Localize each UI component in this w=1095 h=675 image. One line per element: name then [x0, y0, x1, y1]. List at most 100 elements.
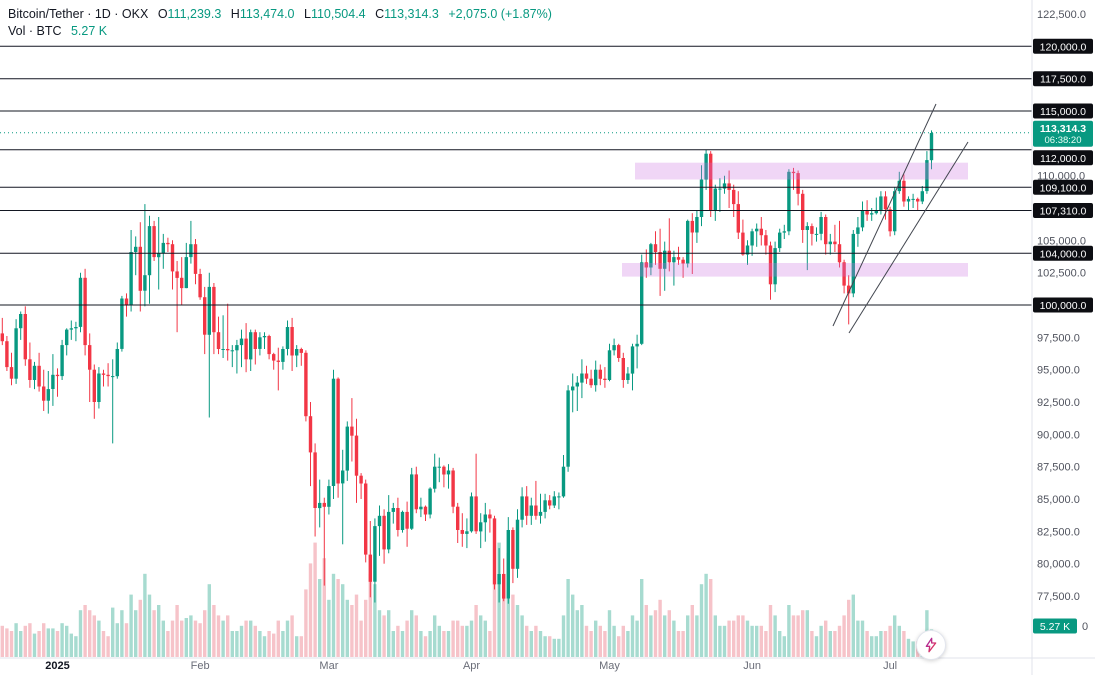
- volume-bar: [796, 615, 800, 657]
- candle-body: [741, 232, 745, 255]
- current-price-badge: [1033, 120, 1093, 147]
- volume-bar: [515, 605, 520, 657]
- candle-body: [874, 210, 878, 214]
- candle-body: [83, 277, 87, 346]
- candle-body: [166, 242, 170, 245]
- price-axis-label: 85,000.0: [1037, 494, 1080, 506]
- candle-body: [488, 514, 492, 519]
- volume-bar: [400, 631, 405, 657]
- volume-bar: [474, 605, 478, 657]
- candle-body: [212, 286, 216, 333]
- volume-bar: [713, 615, 717, 657]
- volume-bar: [221, 620, 225, 657]
- volume-bar: [543, 636, 547, 657]
- volume-bar: [764, 631, 768, 657]
- volume-bar: [814, 636, 819, 657]
- volume-bar: [5, 628, 9, 657]
- volume-bar: [589, 631, 593, 657]
- candle-body: [695, 217, 699, 233]
- candle-body: [111, 376, 115, 378]
- symbol-title[interactable]: Bitcoin/Tether · 1D · OKX: [8, 7, 149, 21]
- candles-layer: [0, 130, 934, 604]
- candle-body: [410, 474, 414, 529]
- candle-body: [561, 466, 566, 497]
- candle-body: [134, 246, 138, 252]
- current-price-text: 113,314.3: [1040, 123, 1086, 135]
- candle-body: [594, 369, 598, 386]
- candle-body: [281, 349, 285, 362]
- volume-bar: [612, 625, 616, 657]
- candle-body: [893, 191, 897, 232]
- volume-bar: [166, 631, 170, 657]
- zone-drawings[interactable]: [622, 162, 968, 277]
- volume-bar: [621, 625, 625, 657]
- candle-body: [801, 193, 805, 230]
- volume-bar: [460, 625, 464, 657]
- volume-bar: [837, 625, 842, 657]
- candle-body: [469, 496, 474, 532]
- candle-body: [879, 196, 883, 211]
- candle-body: [515, 519, 520, 569]
- volume-bar: [649, 615, 653, 657]
- volume-bar: [732, 620, 736, 657]
- volume-bar: [805, 610, 809, 657]
- candle-body: [230, 350, 234, 352]
- candle-body: [226, 349, 230, 351]
- candle-body: [502, 574, 506, 599]
- volume-legend-label[interactable]: Vol · BTC: [8, 24, 62, 38]
- volume-bar: [456, 620, 460, 657]
- price-axis[interactable]: 122,500.0 120,000.0 117,500.0 115,000.0 112,…: [1033, 9, 1093, 634]
- time-axis[interactable]: 2025 Feb Mar Apr May Jun Jul: [45, 660, 897, 672]
- candle-body: [860, 210, 865, 228]
- volume-bar: [396, 625, 400, 657]
- volume-bar: [847, 599, 851, 657]
- volume-bar: [143, 573, 147, 657]
- quick-trade-button[interactable]: [916, 630, 946, 660]
- candle-body: [258, 337, 262, 349]
- candle-body: [511, 530, 515, 569]
- candle-body: [465, 531, 469, 534]
- candle-body: [203, 297, 207, 335]
- volume-bar: [345, 599, 349, 657]
- volume-bar: [193, 620, 198, 657]
- volume-bar: [308, 563, 313, 657]
- candle-body: [819, 217, 823, 234]
- trendline-drawings[interactable]: [832, 103, 969, 334]
- volume-bar: [157, 605, 161, 657]
- volume-bar: [88, 610, 92, 657]
- candle-body: [580, 373, 584, 383]
- price-axis-label: 122,500.0: [1037, 9, 1086, 21]
- candle-body: [929, 133, 934, 161]
- time-axis-label: Jun: [743, 660, 761, 672]
- volume-bar: [226, 615, 230, 657]
- volume-bar: [870, 636, 874, 657]
- volume-bar: [709, 579, 713, 657]
- candle-body: [373, 526, 377, 582]
- price-level-badge: [1033, 71, 1093, 87]
- price-level-badge-text: 104,000.0: [1040, 248, 1087, 260]
- volume-bar: [750, 625, 754, 657]
- volume-bar: [134, 610, 138, 657]
- volume-bar: [65, 625, 69, 657]
- candle-body: [175, 271, 179, 278]
- candle-body: [341, 470, 345, 484]
- candle-body: [612, 345, 616, 351]
- price-level-badge-text: 115,000.0: [1040, 106, 1086, 118]
- candle-body: [55, 374, 60, 377]
- candle-body: [442, 466, 446, 475]
- candle-body: [446, 470, 451, 475]
- volume-bar: [336, 579, 340, 657]
- volume-bar: [561, 615, 566, 657]
- level-lines[interactable]: [0, 45, 1032, 306]
- high-value: 113,474.0: [239, 7, 295, 21]
- candle-body: [842, 262, 846, 286]
- volume-bar: [828, 631, 832, 657]
- candle-body: [359, 475, 363, 484]
- volume-bar: [534, 625, 538, 657]
- volume-bar: [768, 605, 773, 657]
- volume-bar: [640, 579, 644, 657]
- volume-bar: [419, 631, 423, 657]
- volume-bar: [124, 623, 129, 657]
